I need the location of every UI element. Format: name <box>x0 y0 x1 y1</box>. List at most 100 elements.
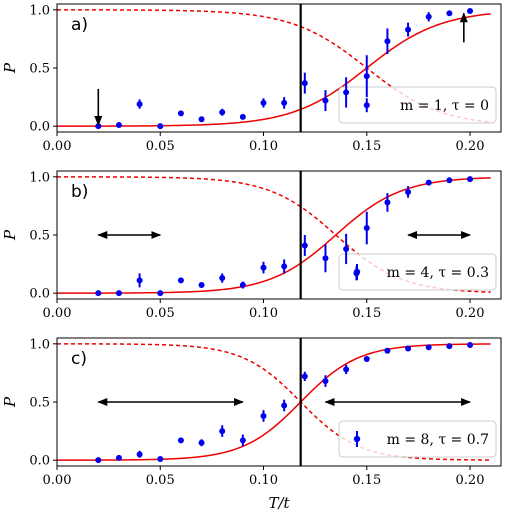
data-point <box>384 199 391 206</box>
data-point <box>115 290 122 297</box>
data-point <box>425 13 432 20</box>
data-point <box>198 282 205 289</box>
data-point <box>322 378 329 385</box>
x-axis-label: T/t <box>268 494 290 512</box>
data-point <box>95 457 102 464</box>
data-point <box>239 282 246 289</box>
data-point <box>343 245 350 252</box>
data-point <box>136 451 143 458</box>
fit-curve <box>56 343 491 461</box>
panel-tag: a) <box>71 15 88 35</box>
data-point <box>322 97 329 104</box>
x-tick-label: 0.05 <box>146 473 175 488</box>
data-point <box>115 454 122 461</box>
data-point <box>384 347 391 354</box>
data-point <box>301 80 308 87</box>
panel-tag: c) <box>71 349 87 369</box>
data-point <box>239 113 246 120</box>
data-point <box>467 341 474 348</box>
data-point <box>157 456 164 463</box>
data-point <box>281 263 288 270</box>
data-point <box>384 38 391 45</box>
data-point <box>219 109 226 116</box>
data-point <box>281 402 288 409</box>
data-point <box>363 355 370 362</box>
data-point <box>446 343 453 350</box>
y-tick-label: 1.0 <box>29 337 50 352</box>
data-point <box>136 101 143 108</box>
data-point <box>363 73 370 80</box>
data-point <box>260 99 267 106</box>
x-tick-label: 0.15 <box>352 139 381 154</box>
data-point <box>353 270 360 277</box>
legend-label: m = 1, τ = 0 <box>400 98 489 114</box>
data-point <box>363 225 370 232</box>
data-point <box>198 439 205 446</box>
legend-box <box>338 86 497 124</box>
legend-box <box>338 420 497 458</box>
data-point <box>446 177 453 184</box>
x-tick-label: 0.00 <box>43 306 72 321</box>
complement-curve <box>56 176 491 293</box>
y-tick-label: 0.5 <box>29 229 50 244</box>
x-tick-label: 0.20 <box>456 306 485 321</box>
data-point <box>425 179 432 186</box>
x-tick-label: 0.00 <box>43 473 72 488</box>
data-point <box>467 7 474 14</box>
complement-curve <box>56 343 491 461</box>
x-tick-label: 0.10 <box>249 139 278 154</box>
y-tick-label: 0.0 <box>29 120 50 135</box>
data-point <box>405 26 412 33</box>
data-point <box>425 344 432 351</box>
x-tick-label: 0.15 <box>352 306 381 321</box>
x-tick-label: 0.20 <box>456 139 485 154</box>
fit-curve <box>57 13 491 127</box>
y-axis-label: P <box>1 396 19 408</box>
data-point <box>115 122 122 129</box>
fit-curve <box>56 177 491 294</box>
data-point <box>343 366 350 373</box>
data-point <box>157 290 164 297</box>
data-point <box>343 89 350 96</box>
data-point <box>219 428 226 435</box>
data-point <box>95 290 102 297</box>
x-tick-label: 0.05 <box>146 139 175 154</box>
legend-marker <box>353 435 361 443</box>
data-point <box>260 264 267 271</box>
y-tick-label: 1.0 <box>29 3 50 18</box>
x-tick-label: 0.10 <box>249 306 278 321</box>
legend-box <box>338 253 497 291</box>
y-tick-label: 1.0 <box>29 170 50 185</box>
panel-1: m = 4, τ = 0.3 0.00 0.05 0.10 0.15 0.20 0.0 0.5… <box>1 170 502 321</box>
data-point <box>405 345 412 352</box>
data-point <box>446 10 453 17</box>
y-tick-label: 0.0 <box>29 287 50 302</box>
y-tick-label: 0.5 <box>29 396 50 411</box>
y-tick-label: 0.5 <box>29 62 50 77</box>
legend-label: m = 4, τ = 0.3 <box>387 265 489 281</box>
x-tick-label: 0.15 <box>352 473 381 488</box>
y-tick-label: 0.0 <box>29 454 50 469</box>
x-tick-label: 0.05 <box>146 306 175 321</box>
x-tick-label: 0.10 <box>249 473 278 488</box>
y-axis-label: P <box>1 62 19 74</box>
panel-0: m = 1, τ = 0 0.00 0.05 0.10 0.15 0.20 0.0 0.5 1.… <box>1 3 502 154</box>
data-point <box>301 373 308 380</box>
legend-label: m = 8, τ = 0.7 <box>387 432 489 448</box>
data-point <box>260 412 267 419</box>
data-point <box>177 277 184 284</box>
data-point <box>136 277 143 284</box>
y-axis-label: P <box>1 229 19 241</box>
data-point <box>322 255 329 262</box>
data-point <box>301 242 308 249</box>
data-point <box>177 110 184 117</box>
data-point <box>157 123 164 130</box>
data-point <box>405 188 412 195</box>
data-point <box>467 176 474 183</box>
data-point <box>177 437 184 444</box>
data-point <box>198 116 205 123</box>
x-tick-label: 0.20 <box>456 473 485 488</box>
data-point <box>281 99 288 106</box>
data-point <box>219 275 226 282</box>
